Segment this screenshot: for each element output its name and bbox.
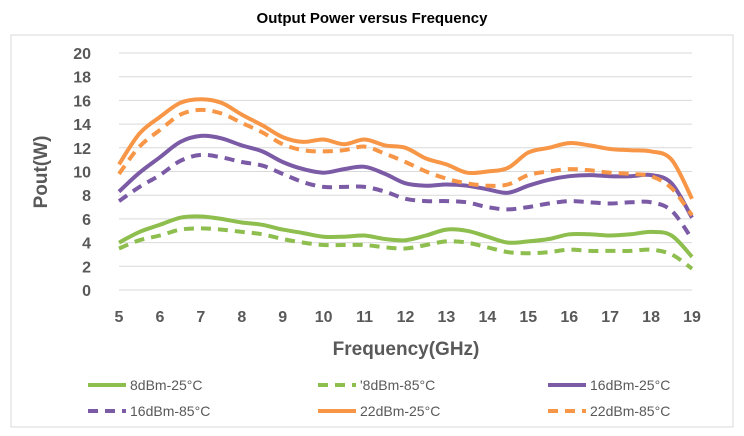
series-line-22dbm-25-c [117, 97, 694, 200]
y-tick-label: 8 [82, 188, 91, 205]
legend-label: 16dBm-25°C [590, 377, 670, 393]
x-tick-labels: 5 6 7 8 9 10 11 12 13 14 15 16 17 18 19 [115, 309, 701, 326]
x-tick-label: 8 [237, 309, 246, 326]
x-tick-label: 15 [519, 309, 537, 326]
y-tick-label: 0 [82, 283, 91, 300]
y-tick-label: 14 [73, 117, 91, 134]
x-tick-label: 5 [115, 309, 124, 326]
y-tick-label: 16 [73, 93, 91, 110]
x-tick-label: 6 [155, 309, 164, 326]
x-axis-title: Frequency(GHz) [333, 339, 480, 360]
series-line-22dbm-85-c [117, 107, 694, 217]
series-lines [117, 97, 694, 271]
y-tick-labels: 0 2 4 6 8 10 12 14 16 18 20 [73, 46, 91, 300]
series-line-16dbm-25-c [117, 133, 694, 219]
x-tick-label: 7 [196, 309, 205, 326]
legend-label: '8dBm-85°C [360, 377, 435, 393]
chart-area-border [10, 34, 734, 428]
x-tick-label: 11 [356, 309, 373, 326]
series-line-8dbm-85-c [118, 226, 694, 271]
x-tick-label: 9 [278, 309, 287, 326]
x-tick-label: 19 [683, 309, 701, 326]
x-tick-label: 17 [601, 309, 619, 326]
y-axis-title: Pout(W) [31, 136, 52, 209]
y-tick-label: 12 [73, 141, 91, 158]
legend-label: 22dBm-85°C [590, 403, 670, 419]
y-tick-label: 6 [82, 212, 91, 229]
y-tick-label: 2 [82, 259, 91, 276]
chart-title: Output Power versus Frequency [257, 10, 489, 27]
x-tick-label: 12 [397, 309, 415, 326]
x-tick-label: 18 [642, 309, 660, 326]
legend-label: 16dBm-85°C [130, 403, 210, 419]
series-line-8dbm-25-c [118, 214, 694, 259]
legend-label: 8dBm-25°C [130, 377, 203, 393]
legend-label: 22dBm-25°C [360, 403, 440, 419]
series-line-16dbm-85-c [117, 152, 694, 241]
x-tick-label: 13 [438, 309, 456, 326]
y-tick-label: 18 [73, 70, 91, 87]
legend: 8dBm-25°C '8dBm-85°C 16dBm-25°C 16dBm-85°C 2… [88, 377, 670, 419]
y-tick-label: 4 [82, 236, 91, 253]
x-tick-label: 10 [315, 309, 333, 326]
x-tick-label: 16 [560, 309, 578, 326]
y-tick-label: 10 [73, 165, 91, 182]
y-tick-label: 20 [73, 46, 91, 63]
x-tick-label: 14 [478, 309, 496, 326]
